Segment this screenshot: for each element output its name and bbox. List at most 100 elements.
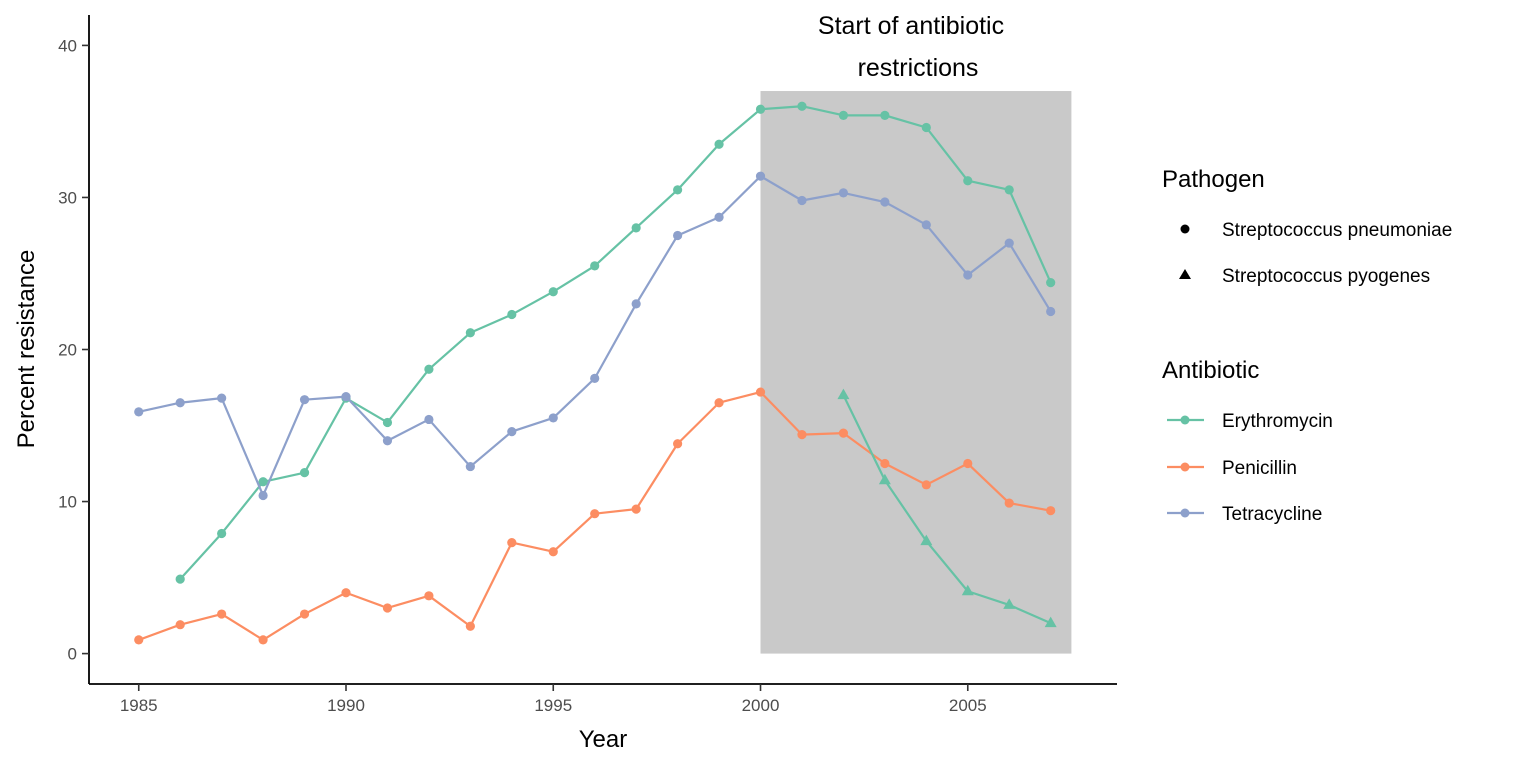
data-point-penicillin-pneumoniae xyxy=(1046,506,1056,516)
data-point-penicillin-pneumoniae xyxy=(507,537,517,548)
data-point-penicillin-pneumoniae xyxy=(217,609,227,619)
series-layer xyxy=(134,101,1057,645)
data-point-penicillin-pneumoniae xyxy=(1004,498,1014,508)
data-point-penicillin-pneumoniae xyxy=(963,458,973,469)
data-point-erythromycin-pneumoniae xyxy=(299,468,310,478)
data-point-penicillin-pneumoniae xyxy=(382,603,393,613)
data-point-tetracycline-pneumoniae xyxy=(217,393,227,403)
annotation-line-2: restrictions xyxy=(858,54,979,82)
legend-penicillin-point-icon xyxy=(1180,462,1190,472)
data-point-penicillin-pneumoniae xyxy=(631,504,641,514)
data-point-penicillin-pneumoniae xyxy=(921,480,931,490)
restriction-period-shade-layer xyxy=(760,91,1072,654)
data-point-erythromycin-pneumoniae xyxy=(755,104,766,114)
series-erythromycin-pyogenes xyxy=(837,388,1057,628)
legend-item-pyogenes: Streptococcus pyogenes xyxy=(1179,266,1430,287)
legend-label-penicillin: Penicillin xyxy=(1222,458,1297,479)
data-point-erythromycin-pneumoniae xyxy=(590,261,600,271)
data-point-tetracycline-pneumoniae xyxy=(797,195,807,206)
data-point-erythromycin-pyogenes xyxy=(837,388,850,400)
data-point-tetracycline-pneumoniae xyxy=(299,395,310,405)
data-point-tetracycline-pneumoniae xyxy=(424,414,434,425)
legend-item-tetracycline: Tetracycline xyxy=(1167,504,1322,525)
series-penicillin-pneumoniae xyxy=(134,387,1056,645)
data-point-tetracycline-pneumoniae xyxy=(631,299,641,309)
data-point-erythromycin-pneumoniae xyxy=(258,477,268,487)
legend-item-penicillin: Penicillin xyxy=(1167,458,1297,479)
data-point-erythromycin-pneumoniae xyxy=(714,139,724,149)
x-axis-title: Year xyxy=(579,726,628,753)
data-point-erythromycin-pneumoniae xyxy=(1046,278,1056,288)
data-point-tetracycline-pneumoniae xyxy=(838,188,849,198)
data-point-erythromycin-pneumoniae xyxy=(548,287,558,297)
data-point-penicillin-pneumoniae xyxy=(299,609,310,619)
y-tick-label: 40 xyxy=(58,36,77,55)
legend: Pathogen Streptococcus pneumoniae Strept… xyxy=(1162,166,1452,525)
data-point-penicillin-pneumoniae xyxy=(175,620,185,630)
y-tick-label: 20 xyxy=(58,341,77,360)
data-point-erythromycin-pneumoniae xyxy=(921,122,931,133)
data-point-erythromycin-pneumoniae xyxy=(424,364,434,374)
data-point-tetracycline-pneumoniae xyxy=(963,270,973,280)
data-point-tetracycline-pneumoniae xyxy=(755,171,766,181)
data-point-erythromycin-pneumoniae xyxy=(507,309,517,320)
data-point-erythromycin-pyogenes xyxy=(920,534,933,546)
x-tick-label: 1995 xyxy=(534,696,572,715)
data-point-erythromycin-pneumoniae xyxy=(963,176,973,186)
data-point-tetracycline-pneumoniae xyxy=(921,220,931,230)
data-point-penicillin-pneumoniae xyxy=(838,428,849,438)
data-point-erythromycin-pneumoniae xyxy=(1004,185,1014,195)
legend-triangle-icon xyxy=(1179,269,1191,279)
series-line-erythromycin-pyogenes xyxy=(842,394,1052,625)
legend-erythromycin-point-icon xyxy=(1180,415,1190,425)
data-point-erythromycin-pneumoniae xyxy=(838,110,849,120)
y-axis-title: Percent resistance xyxy=(13,250,40,449)
legend-tetracycline-point-icon xyxy=(1180,508,1190,518)
legend-label-erythromycin: Erythromycin xyxy=(1222,411,1333,432)
data-point-tetracycline-pneumoniae xyxy=(134,407,144,417)
data-point-tetracycline-pneumoniae xyxy=(548,413,558,423)
data-point-tetracycline-pneumoniae xyxy=(258,490,268,501)
data-point-tetracycline-pneumoniae xyxy=(382,436,393,446)
x-tick-label: 2000 xyxy=(742,696,780,715)
data-point-penicillin-pneumoniae xyxy=(341,588,351,598)
data-point-tetracycline-pneumoniae xyxy=(507,427,517,437)
legend-pathogen-title: Pathogen xyxy=(1162,166,1265,193)
legend-item-pneumoniae: Streptococcus pneumoniae xyxy=(1180,220,1452,241)
legend-circle-icon xyxy=(1180,224,1190,234)
y-tick-label: 30 xyxy=(58,188,77,207)
data-point-penicillin-pneumoniae xyxy=(548,547,558,557)
legend-label-pneumoniae: Streptococcus pneumoniae xyxy=(1222,220,1452,241)
data-point-penicillin-pneumoniae xyxy=(797,430,807,440)
legend-antibiotic-title: Antibiotic xyxy=(1162,357,1259,384)
legend-label-tetracycline: Tetracycline xyxy=(1222,504,1322,525)
data-point-penicillin-pneumoniae xyxy=(755,387,766,397)
legend-label-pyogenes: Streptococcus pyogenes xyxy=(1222,266,1430,287)
legend-item-erythromycin: Erythromycin xyxy=(1167,411,1333,432)
data-point-penicillin-pneumoniae xyxy=(134,635,144,645)
data-point-tetracycline-pneumoniae xyxy=(880,197,890,207)
x-tick-label: 1985 xyxy=(120,696,158,715)
data-point-tetracycline-pneumoniae xyxy=(673,230,683,241)
y-tick-label: 0 xyxy=(68,645,77,664)
data-point-tetracycline-pneumoniae xyxy=(465,461,475,472)
data-point-erythromycin-pyogenes xyxy=(1003,598,1016,609)
data-point-tetracycline-pneumoniae xyxy=(1004,238,1014,248)
data-point-erythromycin-pneumoniae xyxy=(217,528,227,539)
data-point-penicillin-pneumoniae xyxy=(714,398,724,408)
data-point-tetracycline-pneumoniae xyxy=(341,392,351,402)
data-point-tetracycline-pneumoniae xyxy=(175,398,185,408)
data-point-tetracycline-pneumoniae xyxy=(714,212,724,222)
restriction-period-shade xyxy=(760,91,1072,654)
data-point-erythromycin-pneumoniae xyxy=(382,417,393,428)
annotation-line-1: Start of antibiotic xyxy=(818,12,1004,40)
data-point-erythromycin-pneumoniae xyxy=(175,574,185,584)
data-point-penicillin-pneumoniae xyxy=(258,635,268,645)
data-point-erythromycin-pyogenes xyxy=(878,473,891,485)
data-point-erythromycin-pneumoniae xyxy=(631,223,641,233)
data-point-erythromycin-pneumoniae xyxy=(880,110,890,120)
data-point-erythromycin-pyogenes xyxy=(1044,616,1057,628)
data-point-erythromycin-pneumoniae xyxy=(465,328,475,338)
data-point-penicillin-pneumoniae xyxy=(673,439,683,449)
